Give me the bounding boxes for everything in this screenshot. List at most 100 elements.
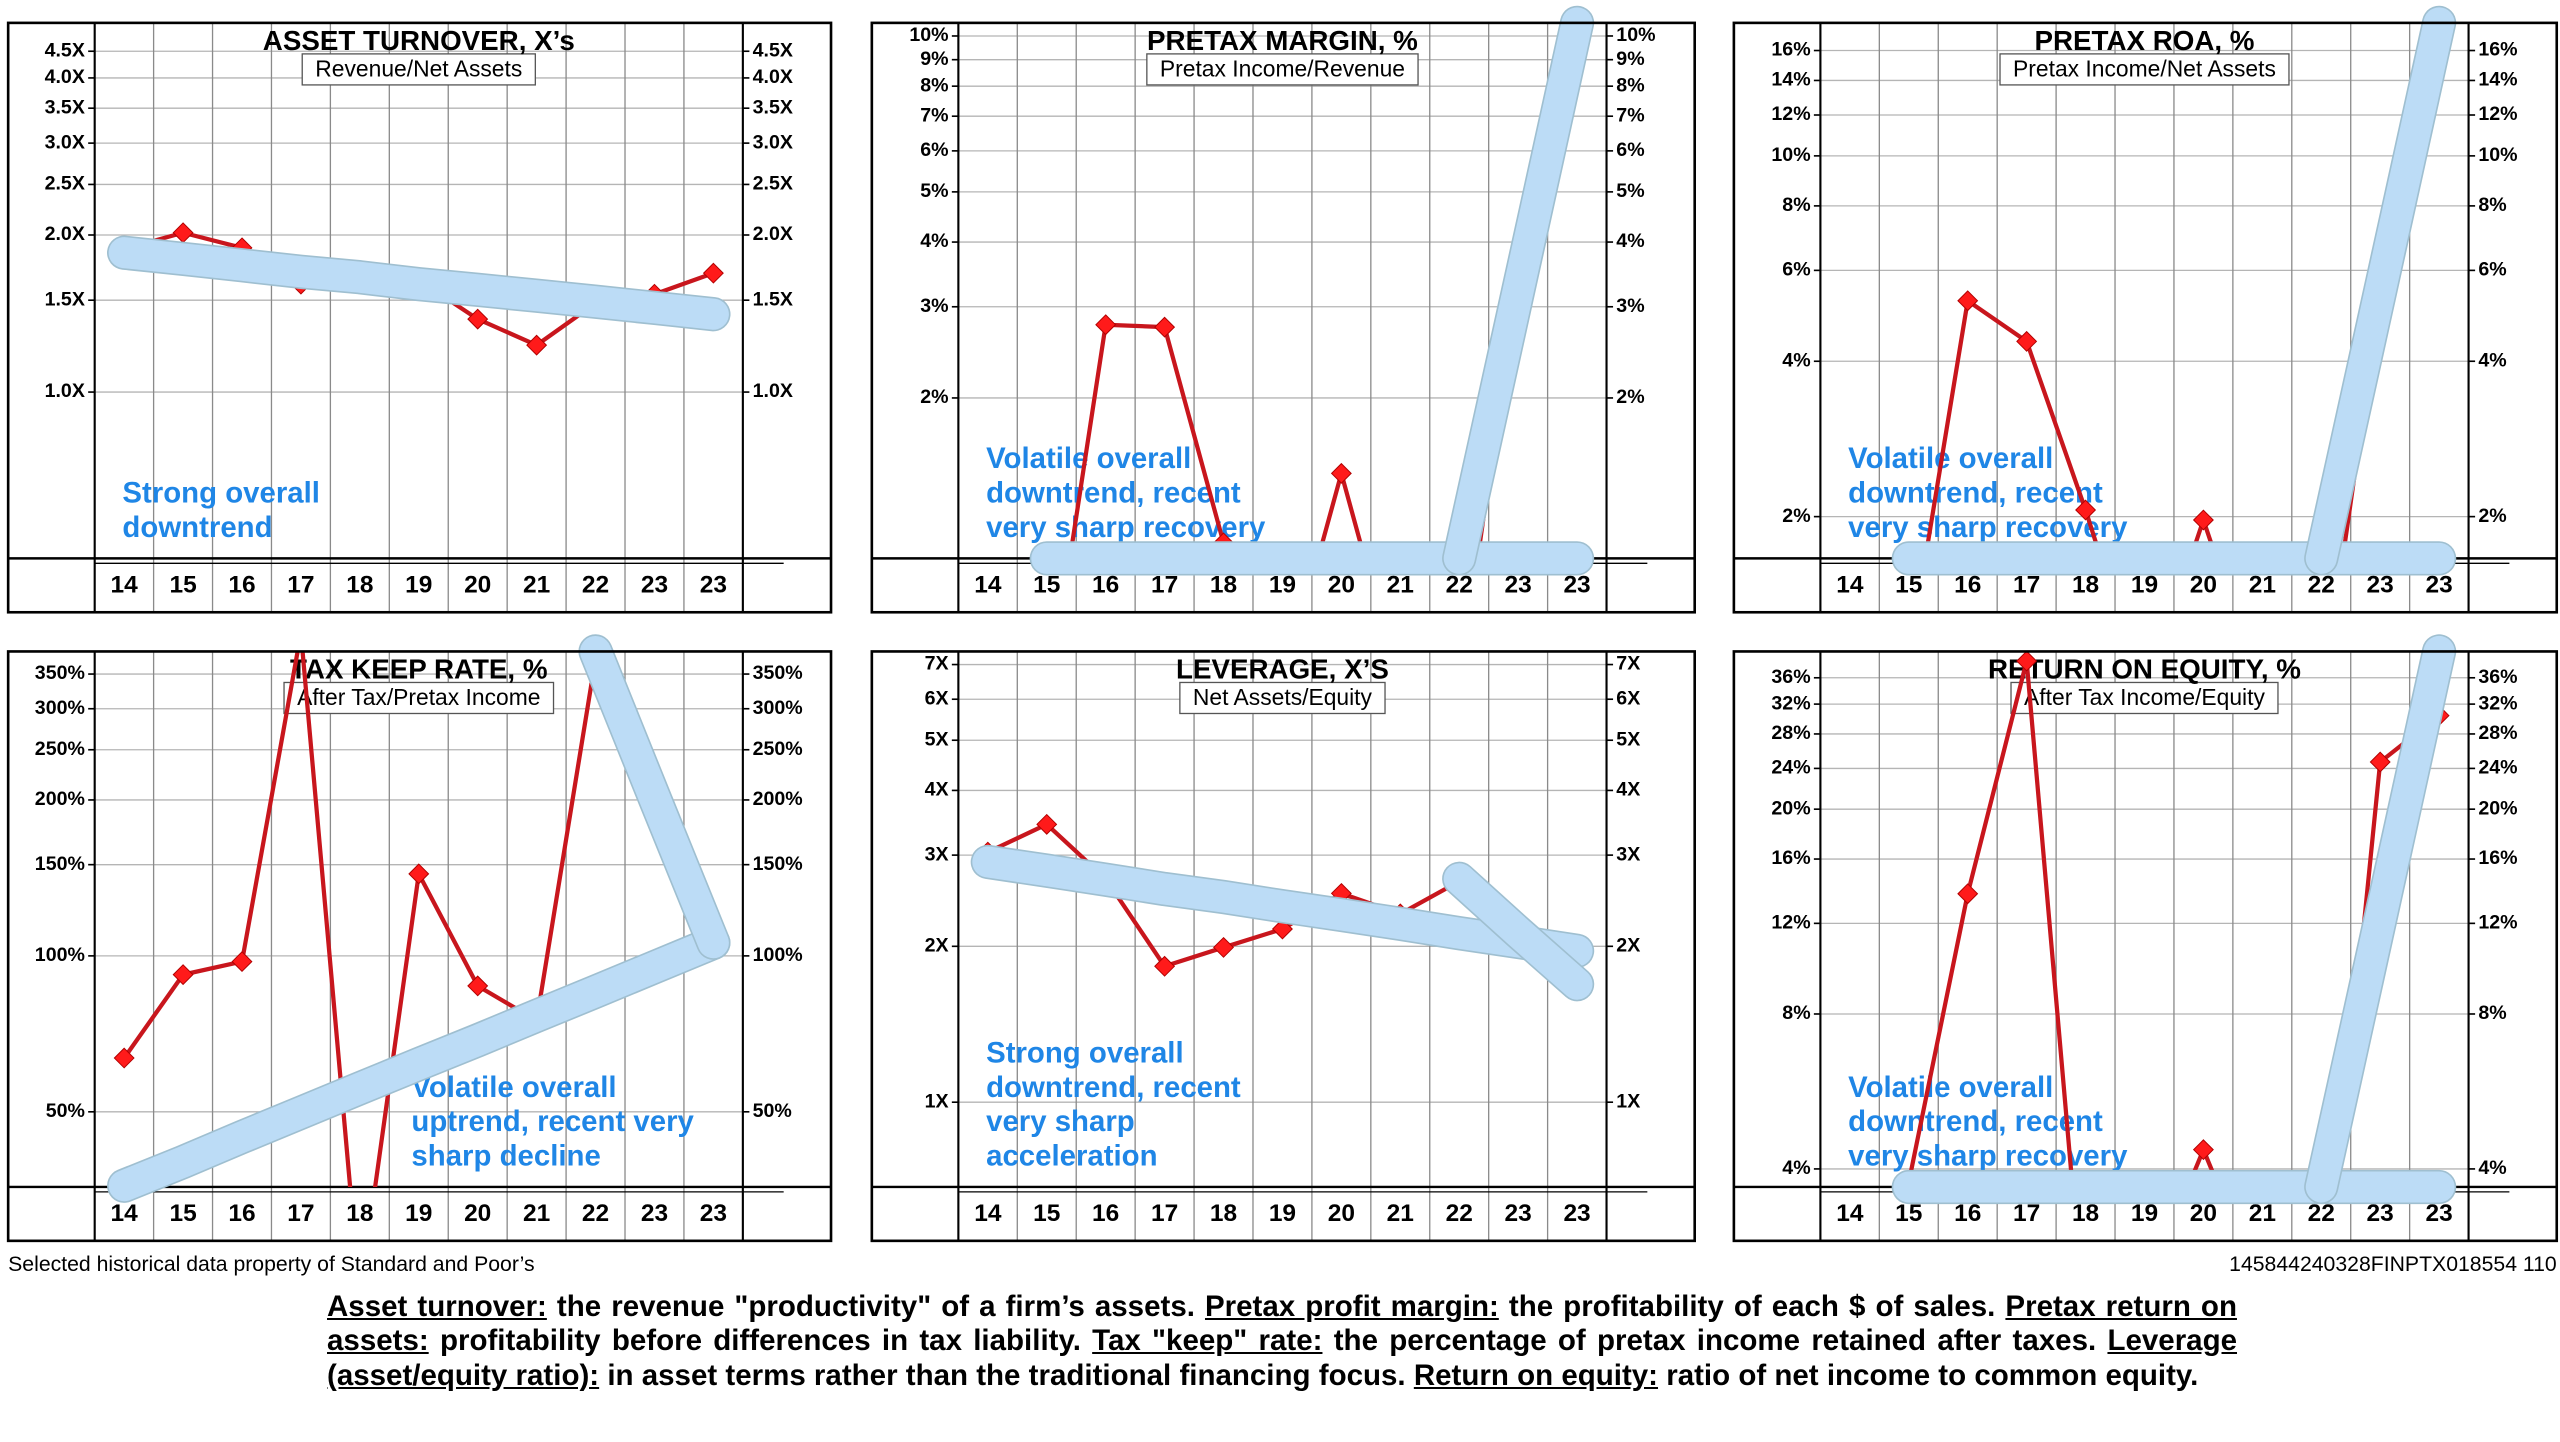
data-marker bbox=[1036, 813, 1058, 835]
panel-border bbox=[870, 650, 1696, 1243]
x-tick-label: 18 bbox=[2072, 1200, 2099, 1227]
y2-tick-label: 6X bbox=[1616, 687, 1640, 709]
definition: Return on equity: ratio of net income to… bbox=[1414, 1359, 2199, 1392]
subtitle-box bbox=[1146, 53, 1419, 86]
y2-tick-label: 4% bbox=[1616, 230, 1644, 252]
y2-tick-label: 3.0X bbox=[753, 131, 793, 153]
x-tick-label: 17 bbox=[1151, 572, 1178, 599]
chart-panel: 2% 2%3% 3%4% 4%5% 5%6% 6%7% 7%8% 8%9% 9%10% 10%14… bbox=[870, 5, 1696, 614]
y-tick-label: 12% bbox=[1771, 912, 1810, 934]
y-tick-label: 12% bbox=[1771, 103, 1810, 125]
definition-text: the percentage of pretax income retained… bbox=[1333, 1324, 2097, 1358]
annotation: downtrend, recent bbox=[1848, 476, 2103, 509]
annotation: Volatile overall bbox=[1848, 1071, 2053, 1104]
trend-band bbox=[972, 846, 1593, 967]
x-tick-label: 15 bbox=[1895, 572, 1922, 599]
x-tick-label: 16 bbox=[1092, 572, 1119, 599]
y-tick-label: 16% bbox=[1771, 847, 1810, 869]
x-tick-label: 23 bbox=[1505, 572, 1532, 599]
y-tick-label: 8% bbox=[1782, 1002, 1810, 1024]
x-tick-label: 23 bbox=[1563, 1200, 1590, 1227]
y2-tick-label: 4% bbox=[2478, 1157, 2506, 1179]
annotation: uptrend, recent very bbox=[411, 1105, 694, 1138]
y2-tick-label: 300% bbox=[753, 697, 803, 719]
annotation: downtrend bbox=[122, 511, 272, 544]
annotation: Volatile overall bbox=[411, 1071, 616, 1104]
y2-tick-label: 2% bbox=[2478, 505, 2506, 527]
y-tick-label: 2X bbox=[925, 934, 949, 956]
definition-text: profitability before differences in tax … bbox=[439, 1324, 1081, 1358]
x-tick-label: 19 bbox=[405, 1200, 432, 1227]
panel-border bbox=[870, 21, 1696, 614]
x-tick-label: 16 bbox=[1092, 1200, 1119, 1227]
chart-title: PRETAX ROA, % bbox=[2035, 25, 2255, 56]
y-tick-label: 14% bbox=[1771, 69, 1810, 91]
y-tick-label: 3X bbox=[925, 843, 949, 865]
y-tick-label: 6X bbox=[925, 687, 949, 709]
x-tick-label: 23 bbox=[2426, 1200, 2453, 1227]
panel-border bbox=[1732, 650, 2559, 1243]
x-tick-label: 19 bbox=[1269, 1200, 1296, 1227]
y-tick-label: 200% bbox=[35, 788, 85, 810]
x-tick-label: 20 bbox=[2190, 572, 2217, 599]
x-tick-label: 18 bbox=[2072, 572, 2099, 599]
x-tick-label: 21 bbox=[523, 1200, 550, 1227]
x-tick-label: 21 bbox=[2249, 572, 2276, 599]
definition-term: Pretax profit margin: bbox=[1204, 1290, 1499, 1323]
x-tick-label: 17 bbox=[2013, 1200, 2040, 1227]
x-tick-label: 19 bbox=[2131, 572, 2158, 599]
definition-text: the profitability of each $ of sales. bbox=[1508, 1290, 1996, 1323]
x-tick-label: 18 bbox=[1210, 572, 1237, 599]
x-tick-label: 21 bbox=[1387, 572, 1414, 599]
definition-term: Leverage (asset/equity ratio): bbox=[327, 1324, 2238, 1392]
x-tick-label: 14 bbox=[1836, 572, 1864, 599]
x-tick-label: 23 bbox=[641, 1200, 668, 1227]
x-tick-label: 16 bbox=[1954, 1200, 1981, 1227]
y-tick-label: 300% bbox=[35, 697, 85, 719]
y2-tick-label: 10% bbox=[1616, 24, 1655, 46]
data-marker bbox=[1957, 883, 1979, 905]
data-marker bbox=[2311, 1340, 2331, 1360]
y-tick-label: 10% bbox=[909, 24, 948, 46]
x-tick-label: 20 bbox=[464, 572, 491, 599]
x-tick-label: 20 bbox=[1328, 1200, 1355, 1227]
annotation: Strong overall bbox=[986, 1036, 1184, 1069]
document-code: 145844240328FINPTX018554 110 bbox=[2229, 1253, 2557, 1276]
y-tick-label: 36% bbox=[1771, 666, 1810, 688]
x-tick-label: 17 bbox=[2013, 572, 2040, 599]
y-tick-label: 5X bbox=[925, 728, 949, 750]
y2-tick-label: 5% bbox=[1616, 180, 1644, 202]
y-tick-label: 350% bbox=[35, 662, 85, 684]
definitions: Asset turnover: the revenue "productivit… bbox=[327, 1290, 2237, 1393]
y2-tick-label: 100% bbox=[753, 944, 803, 966]
data-marker bbox=[1154, 316, 1176, 338]
y-tick-label: 16% bbox=[1771, 39, 1810, 61]
x-tick-label: 15 bbox=[1033, 572, 1060, 599]
trend-band bbox=[1443, 7, 1593, 574]
chart-panel: 2% 2% 4% 4% 6% 6% 8% 8% 10% 10% 12% 12% 14% 14% 16% 16%… bbox=[1732, 5, 2559, 614]
y-tick-label: 5% bbox=[920, 180, 948, 202]
y2-tick-label: 3% bbox=[1616, 295, 1644, 317]
x-tick-label: 23 bbox=[2367, 1200, 2394, 1227]
x-tick-label: 22 bbox=[2308, 1200, 2335, 1227]
y2-tick-label: 12% bbox=[2478, 103, 2517, 125]
data-marker bbox=[1095, 314, 1117, 336]
y-tick-label: 250% bbox=[35, 738, 85, 760]
trend-band bbox=[108, 927, 729, 1202]
x-tick-label: 23 bbox=[2367, 572, 2394, 599]
y-tick-label: 4.5X bbox=[45, 39, 85, 61]
y2-tick-label: 4% bbox=[2478, 349, 2506, 371]
data-marker bbox=[526, 334, 548, 356]
x-tick-label: 21 bbox=[2249, 1200, 2276, 1227]
y2-tick-label: 4X bbox=[1616, 779, 1640, 801]
data-marker bbox=[2192, 509, 2214, 531]
y2-tick-label: 14% bbox=[2478, 69, 2517, 91]
y2-tick-label: 1X bbox=[1616, 1090, 1640, 1112]
definition-term: Tax "keep" rate: bbox=[1092, 1324, 1323, 1358]
y-tick-label: 1.0X bbox=[45, 380, 85, 402]
chart-subtitle: Revenue/Net Assets bbox=[315, 55, 522, 81]
y2-tick-label: 8% bbox=[2478, 1002, 2506, 1024]
data-marker bbox=[2075, 499, 2097, 521]
y-tick-label: 4% bbox=[920, 230, 948, 252]
y2-tick-label: 10% bbox=[2478, 144, 2517, 166]
